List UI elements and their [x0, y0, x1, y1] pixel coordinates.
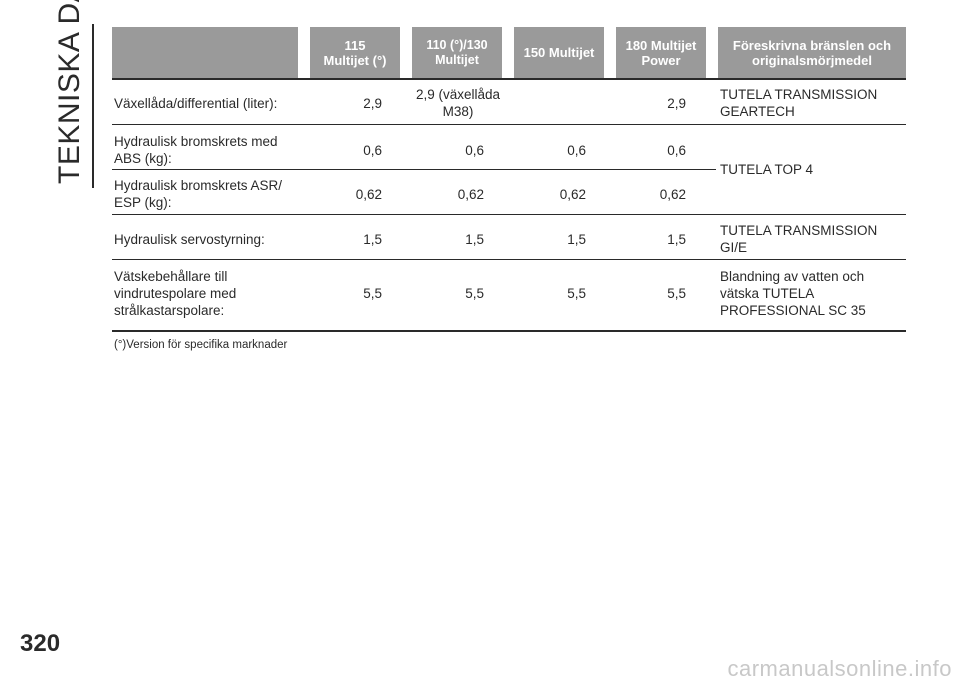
footnote: (°)Version för specifika marknader	[114, 339, 288, 351]
row3-value-150: 0,62	[559, 187, 586, 202]
header-col-115: 115 Multijet (°)	[310, 27, 400, 78]
page-number: 320	[20, 630, 61, 657]
row4-value-180: 1,5	[667, 232, 686, 247]
row5-value-150: 5,5	[567, 286, 586, 301]
section-divider	[92, 24, 94, 188]
header-blank-cell	[112, 27, 298, 78]
row4-value-115: 1,5	[363, 232, 382, 247]
row5-value-110-130: 5,5	[465, 286, 484, 301]
header-col-150-label: 150 Multijet	[523, 45, 595, 60]
row5-label: Vätskebehållare till vindrutespolare med…	[114, 269, 237, 318]
header-col-fluid: Föreskrivna bränslen och originalsmörjme…	[718, 27, 906, 78]
row4-label: Hydraulisk servostyrning:	[114, 232, 265, 247]
section-title: TEKNISKA DATA	[53, 0, 86, 184]
row2-value-150: 0,6	[567, 143, 586, 158]
header-col-180-label: 180 Multijet Power	[625, 37, 697, 68]
row-rule	[112, 259, 906, 260]
row5-value-115: 5,5	[363, 286, 382, 301]
row3-value-180: 0,62	[659, 187, 686, 202]
row4-fluid: TUTELA TRANSMISSION GI/E	[720, 223, 878, 255]
row4-value-110-130: 1,5	[465, 232, 484, 247]
row1-value-110-130: 2,9 (växellåda M38)	[415, 87, 501, 119]
row-rule	[112, 169, 716, 170]
merged-fluid: TUTELA TOP 4	[720, 162, 814, 177]
table-bottom-rule	[112, 330, 906, 332]
row3-value-115: 0,62	[355, 187, 382, 202]
row-rule	[112, 214, 906, 215]
row-rule	[112, 124, 906, 125]
header-col-180: 180 Multijet Power	[616, 27, 706, 78]
header-col-110-130-label: 110 (°)/130 Multijet	[426, 37, 488, 67]
watermark: carmanualsonline.info	[727, 656, 952, 681]
header-col-110-130: 110 (°)/130 Multijet	[412, 27, 502, 78]
row1-value-180: 2,9	[667, 96, 686, 111]
row2-value-110-130: 0,6	[465, 143, 484, 158]
header-col-115-label: 115 Multijet (°)	[323, 37, 387, 68]
header-col-fluid-label: Föreskrivna bränslen och originalsmörjme…	[732, 37, 892, 68]
header-col-150: 150 Multijet	[514, 27, 604, 78]
row2-label: Hydraulisk bromskrets med ABS (kg):	[114, 134, 278, 166]
row2-value-180: 0,6	[667, 143, 686, 158]
row1-label: Växellåda/differential (liter):	[114, 96, 278, 111]
row1-fluid: TUTELA TRANSMISSION GEARTECH	[720, 87, 878, 119]
row1-value-115: 2,9	[363, 96, 382, 111]
row3-label: Hydraulisk bromskrets ASR/ ESP (kg):	[114, 178, 283, 210]
row3-value-110-130: 0,62	[457, 187, 484, 202]
row5-fluid: Blandning av vatten och vätska TUTELA PR…	[720, 269, 866, 318]
row4-value-150: 1,5	[567, 232, 586, 247]
row5-value-180: 5,5	[667, 286, 686, 301]
header-rule	[112, 78, 906, 80]
row2-value-115: 0,6	[363, 143, 382, 158]
